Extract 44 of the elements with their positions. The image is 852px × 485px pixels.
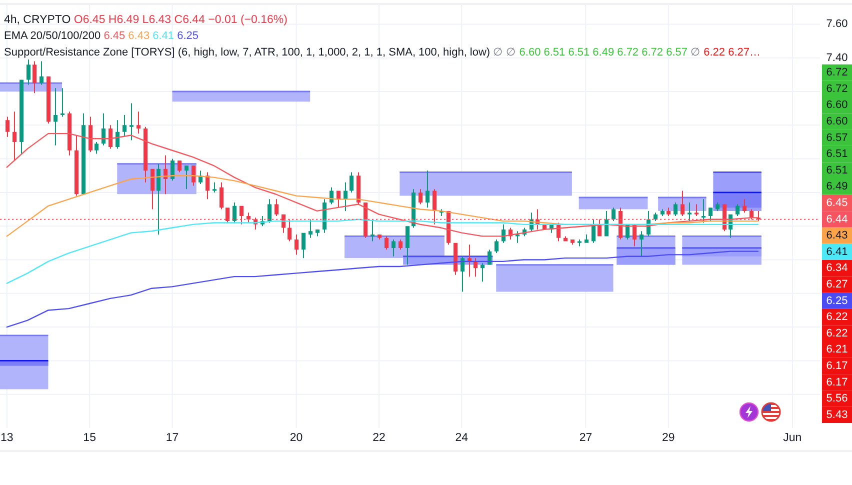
- x-tick-label: 24: [455, 432, 469, 444]
- text: 6.43: [826, 230, 848, 242]
- text: 6.34: [826, 262, 848, 274]
- text: 6.57: [826, 132, 848, 144]
- text: 6.45: [826, 196, 848, 209]
- x-tick-label: 22: [372, 432, 386, 444]
- text: 6.51: [826, 164, 848, 176]
- candlestick: [578, 240, 582, 246]
- x-tick-label: 13: [0, 432, 14, 444]
- y-tick-label: 7.60: [826, 18, 848, 30]
- text: 6.21: [826, 344, 848, 356]
- text: 6.22: [826, 327, 848, 340]
- text: 6.41: [826, 246, 848, 258]
- text: 6.49: [826, 180, 848, 193]
- text: 6.22: [826, 311, 848, 324]
- text: EMA 20/50/100/200 6.45 6.43 6.41 6.25: [4, 30, 199, 42]
- x-tick-label: 20: [290, 432, 303, 444]
- text: 6.25: [826, 294, 848, 307]
- x-tick-label: 27: [579, 432, 592, 444]
- text: 6.17: [826, 376, 848, 388]
- annotation: Support/Resistance Zone [TORYS] (6, high, low, 7, ATR, 100, 1, 1,000, 2, 1, 1, SMA, 100, high, low) ∅ ∅ 6.60 6.51 6.51 6.49 6.72 6.72 6.57 ∅ 6.22 6.27…: [4, 46, 760, 58]
- text: 6.72: [826, 82, 848, 95]
- candlestick: [212, 182, 216, 192]
- text: 4h, CRYPTO O6.45 H6.49 L6.43 C6.44 −0.01 (−0.16%): [4, 14, 288, 26]
- text: 5.43: [826, 408, 848, 421]
- x-tick-label: Jun: [783, 432, 802, 444]
- text: 6.72: [826, 66, 848, 79]
- candlestick: [130, 103, 134, 140]
- y-tick-label: 7.40: [826, 52, 848, 64]
- text: 6.51: [826, 148, 848, 160]
- text: 6.27: [826, 278, 848, 290]
- candlestick: [60, 88, 64, 117]
- x-tick-label: 15: [83, 432, 96, 444]
- candlestick: [136, 112, 140, 134]
- text: 5.56: [826, 392, 848, 405]
- text: 6.44: [826, 213, 848, 226]
- candlestick: [694, 204, 698, 216]
- text: 6.60: [826, 99, 848, 112]
- candlestick: [54, 88, 58, 146]
- candlestick: [688, 202, 692, 222]
- text: 6.17: [826, 360, 848, 372]
- x-tick-label: 29: [662, 432, 675, 444]
- text: 6.60: [826, 115, 848, 128]
- x-tick-label: 17: [166, 432, 179, 444]
